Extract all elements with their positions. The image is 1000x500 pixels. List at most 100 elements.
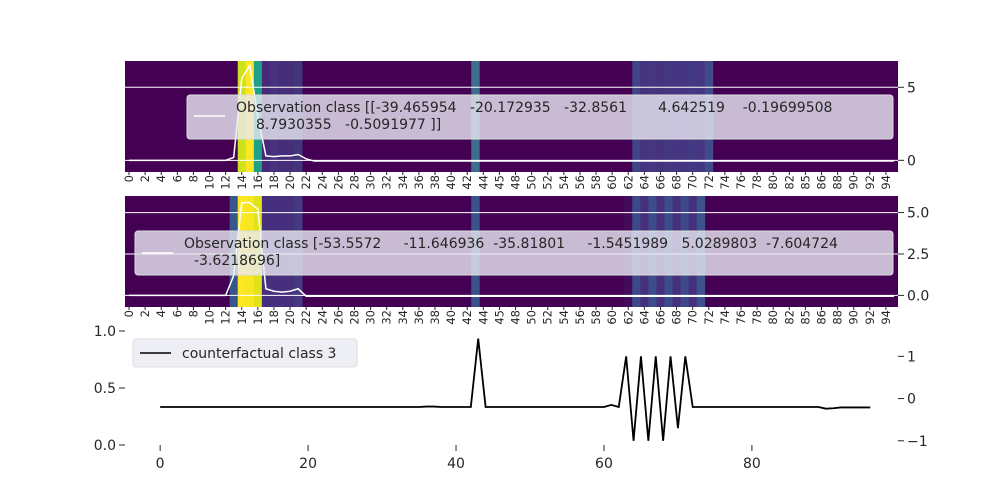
x-tick-label: 8 xyxy=(186,175,200,182)
x-tick-label: 66 xyxy=(653,175,667,190)
x-tick-label: 20 xyxy=(283,175,297,190)
x-tick-label: 54 xyxy=(557,310,571,325)
x-tick-label: 12 xyxy=(219,310,233,325)
x-tick-label: 36 xyxy=(412,175,426,190)
legend-middle-box xyxy=(134,230,894,276)
x-tick-label: 86 xyxy=(815,175,829,190)
x-tick-label: 18 xyxy=(267,310,281,325)
x-tick-label: 50 xyxy=(525,175,539,190)
legend-top-box xyxy=(186,94,894,140)
legend-middle: Observation class [-53.5572 -11.646936 -… xyxy=(134,230,894,276)
x-tick-label: 85 xyxy=(798,175,812,190)
x-tick-label: 38 xyxy=(428,175,442,190)
x-tick-label: 14 xyxy=(235,175,249,190)
bottom-right-yticks: −1 0 1 xyxy=(898,349,928,450)
x-tick-label: 30 xyxy=(364,175,378,190)
x-tick-label: 60 xyxy=(605,175,619,190)
y-tick-label: 2.5 xyxy=(907,247,929,263)
x-tick-label: 2 xyxy=(138,310,152,317)
x-tick-label: 72 xyxy=(702,175,716,190)
x-tick-label: 0 xyxy=(122,310,136,317)
bottom-xticks: 0 20 40 60 80 xyxy=(156,445,761,472)
heatmap-middle-xticks: 0 2 4 6 8 10 12 14 16 18 20 22 24 26 28 30 32 34 36 38 40 42 4… xyxy=(122,307,893,325)
y-tick-label: 0 xyxy=(907,153,916,169)
x-tick-label: 70 xyxy=(686,175,700,190)
x-tick-label: 2 xyxy=(138,175,152,182)
x-tick-label: 64 xyxy=(637,175,651,190)
x-tick-label: 32 xyxy=(380,310,394,325)
x-tick-label: 28 xyxy=(347,310,361,325)
x-tick-label: 58 xyxy=(589,310,603,325)
y-tick-label: 0.0 xyxy=(907,288,929,304)
counterfactual-line xyxy=(160,338,871,441)
x-tick-label: 45 xyxy=(492,310,506,325)
x-tick-label: 88 xyxy=(831,175,845,190)
x-tick-label: 14 xyxy=(235,310,249,325)
x-tick-label: 52 xyxy=(541,310,555,325)
left-y-tick-label: 0.0 xyxy=(94,438,116,454)
legend-bottom-box xyxy=(132,338,358,368)
legend-top-label-line2: 8.7930355 -0.5091977 ]] xyxy=(256,117,441,133)
x-tick-label: 42 xyxy=(460,175,474,190)
x-tick-label: 10 xyxy=(203,310,217,325)
x-tick-label: 80 xyxy=(743,456,761,472)
x-tick-label: 94 xyxy=(879,175,893,190)
x-tick-label: 58 xyxy=(589,175,603,190)
x-tick-label: 72 xyxy=(702,310,716,325)
x-tick-label: 82 xyxy=(782,175,796,190)
x-tick-label: 6 xyxy=(170,310,184,317)
x-tick-label: 18 xyxy=(267,175,281,190)
x-tick-label: 54 xyxy=(557,175,571,190)
x-tick-label: 76 xyxy=(734,310,748,325)
x-tick-label: 56 xyxy=(573,175,587,190)
series-line xyxy=(160,338,871,441)
x-tick-label: 86 xyxy=(815,310,829,325)
x-tick-label: 16 xyxy=(251,310,265,325)
x-tick-label: 48 xyxy=(509,175,523,190)
x-tick-label: 92 xyxy=(863,310,877,325)
x-tick-label: 80 xyxy=(766,310,780,325)
x-tick-label: 36 xyxy=(412,310,426,325)
heatmap-panel-top: 05 0 2 4 6 8 10 12 14 16 18 20 22 24 26 28 30 32 34 36 38 40… xyxy=(122,61,916,190)
x-tick-label: 24 xyxy=(315,310,329,325)
x-tick-label: 0 xyxy=(156,456,165,472)
x-tick-label: 16 xyxy=(251,175,265,190)
x-tick-label: 44 xyxy=(476,310,490,325)
x-tick-label: 94 xyxy=(879,310,893,325)
heatmap-middle-yticks: 0.0 2.5 5.0 xyxy=(898,206,929,304)
x-tick-label: 56 xyxy=(573,310,587,325)
legend-middle-label-line2: -3.6218696] xyxy=(194,253,280,269)
legend-top: Observation class [[-39.465954 -20.17293… xyxy=(186,94,894,140)
x-tick-label: 48 xyxy=(509,310,523,325)
legend-middle-label-line1: Observation class [-53.5572 -11.646936 -… xyxy=(184,236,838,252)
x-tick-label: 32 xyxy=(380,175,394,190)
x-tick-label: 74 xyxy=(718,175,732,190)
x-tick-label: 74 xyxy=(718,310,732,325)
x-tick-label: 26 xyxy=(331,175,345,190)
x-tick-label: 4 xyxy=(154,175,168,182)
x-tick-label: 78 xyxy=(750,175,764,190)
x-tick-label: 42 xyxy=(460,310,474,325)
x-tick-label: 82 xyxy=(782,310,796,325)
right-y-tick-label: 0 xyxy=(907,392,916,408)
bottom-left-yticks: 0.0 0.5 1.0 xyxy=(94,324,125,454)
x-tick-label: 90 xyxy=(847,175,861,190)
x-tick-label: 20 xyxy=(283,310,297,325)
x-tick-label: 30 xyxy=(364,310,378,325)
x-tick-label: 10 xyxy=(203,175,217,190)
x-tick-label: 38 xyxy=(428,310,442,325)
data-line xyxy=(129,201,894,297)
x-tick-label: 40 xyxy=(444,175,458,190)
y-tick-label: 5.0 xyxy=(907,206,929,222)
line-panel-bottom: 0.00.51.0 −101 0 20 40 60 80 counterfactual … xyxy=(94,324,928,472)
x-tick-label: 4 xyxy=(154,310,168,317)
x-tick-label: 68 xyxy=(670,310,684,325)
heatmap-middle-line xyxy=(129,201,894,297)
x-tick-label: 0 xyxy=(122,175,136,182)
x-tick-label: 12 xyxy=(219,175,233,190)
left-y-tick-label: 0.5 xyxy=(94,381,116,397)
x-tick-label: 66 xyxy=(653,310,667,325)
x-tick-label: 34 xyxy=(396,175,410,190)
y-tick-label: 5 xyxy=(907,80,916,96)
legend-bottom-label: counterfactual class 3 xyxy=(182,346,336,362)
